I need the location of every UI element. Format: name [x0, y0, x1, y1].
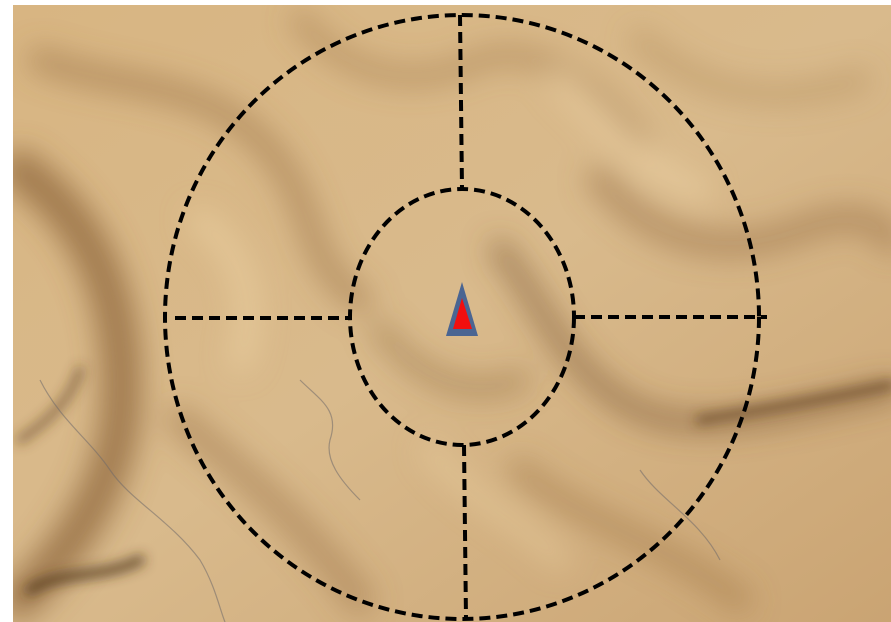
terrain-streams [39, 379, 721, 622]
crosshair-bottom [462, 444, 468, 620]
outer-ring [163, 13, 761, 621]
reticle [163, 13, 767, 621]
player-marker [453, 298, 472, 329]
terrain-shading [13, 9, 891, 620]
terrain [13, 5, 891, 622]
terrain-base [13, 5, 891, 622]
crosshair-top [458, 14, 464, 190]
